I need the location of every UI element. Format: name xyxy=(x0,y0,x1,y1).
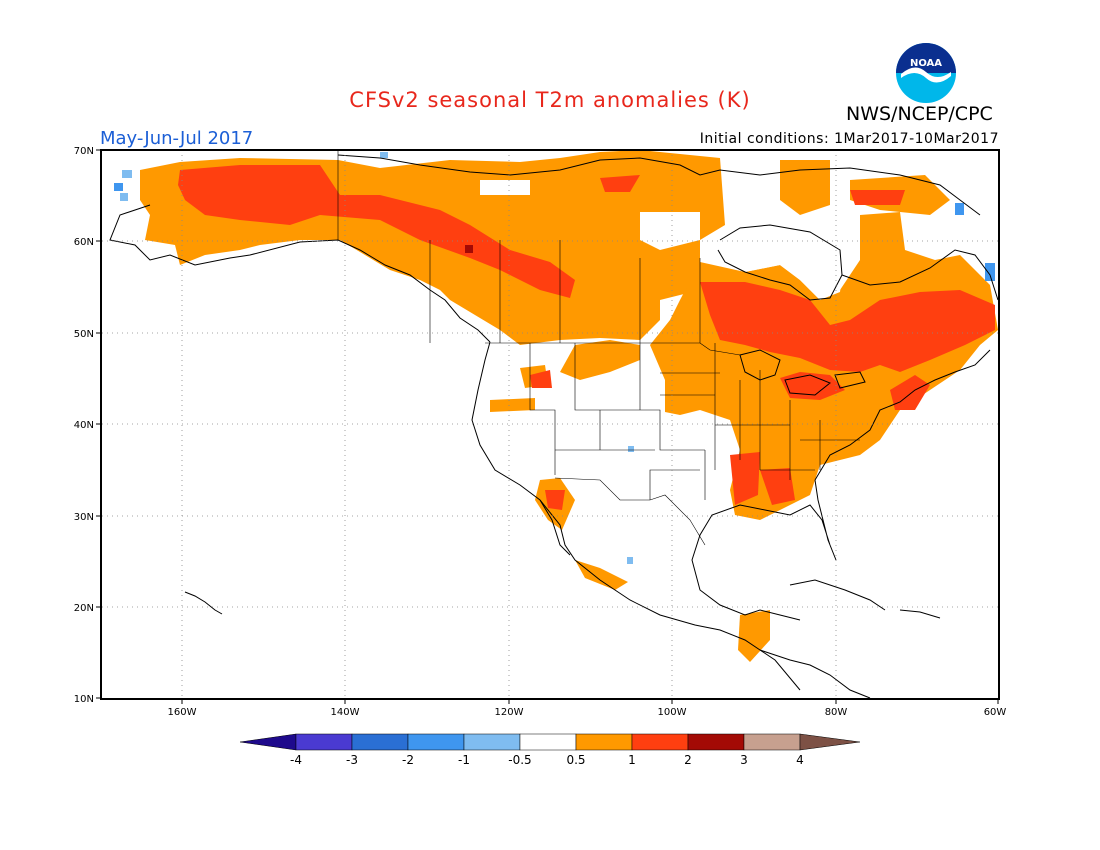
colorbar-segment xyxy=(295,733,353,751)
coastline-cuba xyxy=(789,579,886,611)
coastline-baja xyxy=(539,499,571,556)
lat-label: 30N xyxy=(74,512,94,523)
colorbar-label: -3 xyxy=(346,753,358,767)
strong-warm-anomaly-region xyxy=(700,282,995,372)
colorbar-label: -4 xyxy=(290,753,302,767)
forecast-period: May-Jun-Jul 2017 xyxy=(100,128,254,149)
cool-anomaly-cell xyxy=(122,170,132,178)
cool-anomaly-cell xyxy=(627,557,633,564)
coastline-west xyxy=(471,341,801,691)
colorbar-segment xyxy=(575,733,633,751)
colorbar-segment xyxy=(687,733,745,751)
colorbar-segment xyxy=(351,733,409,751)
cool-anomaly-cell xyxy=(985,263,995,281)
lon-label: 100W xyxy=(658,707,687,718)
border-canada-provinces xyxy=(429,240,701,343)
colorbar-label: 4 xyxy=(796,753,804,767)
warm-anomaly-region xyxy=(738,610,770,662)
coastline-arctic xyxy=(337,154,981,216)
noaa-logo-icon: NOAA xyxy=(896,43,956,103)
lon-label: 140W xyxy=(331,707,360,718)
lon-label: 80W xyxy=(825,707,848,718)
strong-warm-anomaly-region xyxy=(730,452,760,505)
initial-conditions: Initial conditions: 1Mar2017-10Mar2017 xyxy=(699,131,999,147)
lat-labels: 70N 60N 50N 40N 30N 20N 10N xyxy=(74,146,94,705)
coastline-hawaii xyxy=(184,591,223,615)
lat-label: 60N xyxy=(74,237,94,248)
colorbar-label: 0.5 xyxy=(566,753,585,767)
border-state-lines xyxy=(529,343,860,500)
coastline-hudson-bay xyxy=(717,224,843,301)
strong-warm-anomaly-region xyxy=(530,370,552,388)
coastline-great-lakes xyxy=(739,349,866,396)
coastline-labrador xyxy=(841,249,999,301)
colorbar-label: -2 xyxy=(402,753,414,767)
neutral-region xyxy=(725,225,845,300)
colorbar-segment xyxy=(463,733,521,751)
coastline-east xyxy=(814,349,991,481)
colorbar-label: 1 xyxy=(628,753,636,767)
logo-text: NOAA xyxy=(910,58,942,69)
political-borders xyxy=(337,150,860,546)
lat-label: 70N xyxy=(74,146,94,157)
colorbar-segment xyxy=(799,733,861,751)
colorbar: -4 -3 -2 -1 -0.5 0.5 1 2 3 4 xyxy=(239,733,861,767)
agency-label: NWS/NCEP/CPC xyxy=(846,103,993,125)
cool-anomaly-cell xyxy=(120,193,128,201)
coastline-central-america xyxy=(759,649,871,699)
warm-anomaly-region xyxy=(575,560,628,590)
lon-label: 60W xyxy=(984,707,1007,718)
lat-label: 10N xyxy=(74,694,94,705)
strong-warm-anomaly-region xyxy=(600,175,640,192)
neutral-region xyxy=(640,212,700,250)
strong-warm-anomaly-region xyxy=(850,190,905,205)
lat-label: 40N xyxy=(74,420,94,431)
warm-anomaly-region xyxy=(780,160,830,215)
cool-anomaly-cell xyxy=(955,203,964,215)
warm-anomaly-region xyxy=(560,340,640,380)
neutral-region xyxy=(480,180,530,195)
colorbar-label: 2 xyxy=(684,753,692,767)
coastline-alaska xyxy=(109,204,491,343)
border-us-mexico xyxy=(554,477,706,546)
cool-anomaly-cell xyxy=(114,183,123,191)
extreme-warm-anomaly-cell xyxy=(465,245,473,253)
map-title: CFSv2 seasonal T2m anomalies (K) xyxy=(349,88,751,112)
colorbar-label: -1 xyxy=(458,753,470,767)
lon-labels: 160W 140W 120W 100W 80W 60W xyxy=(168,707,1007,718)
lat-label: 20N xyxy=(74,603,94,614)
colorbar-segment xyxy=(519,733,577,751)
strong-warm-anomaly-region xyxy=(178,165,575,298)
strong-warm-anomaly-region xyxy=(890,375,930,410)
warm-anomaly-region xyxy=(490,398,535,412)
strong-warm-anomaly-region xyxy=(760,468,795,505)
coastline-hispaniola xyxy=(899,609,941,619)
cool-anomaly-cell xyxy=(380,152,388,158)
colorbar-segment xyxy=(743,733,801,751)
strong-warm-anomaly-region xyxy=(545,490,565,510)
colorbar-segment xyxy=(631,733,689,751)
colorbar-label: -0.5 xyxy=(508,753,531,767)
lon-label: 160W xyxy=(168,707,197,718)
colorbar-segment xyxy=(407,733,465,751)
lat-label: 50N xyxy=(74,329,94,340)
anomaly-shading xyxy=(114,150,998,662)
colorbar-label: 3 xyxy=(740,753,748,767)
border-us-canada xyxy=(485,342,741,356)
axis-ticks xyxy=(96,149,999,704)
lon-label: 120W xyxy=(495,707,524,718)
cool-anomaly-cell xyxy=(628,446,634,452)
colorbar-segment xyxy=(239,733,297,751)
